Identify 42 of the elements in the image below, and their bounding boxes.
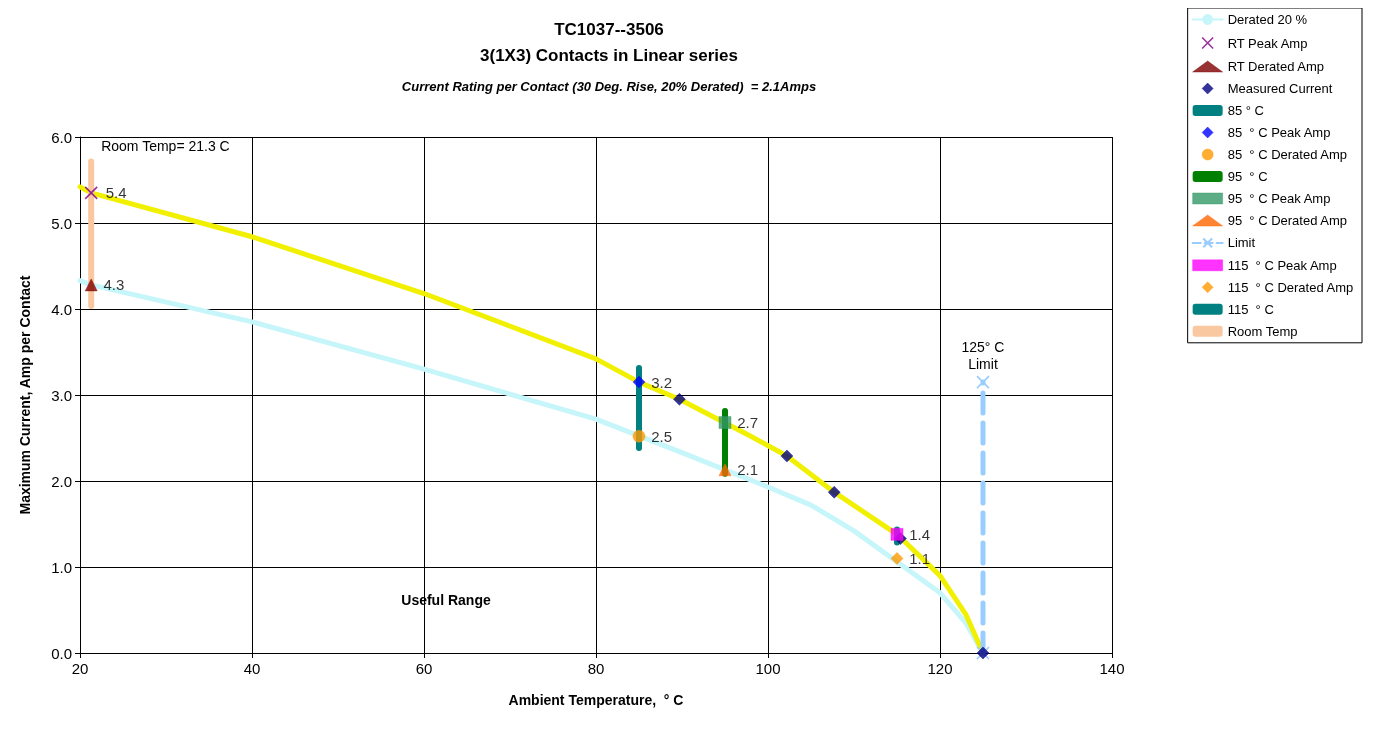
y-tick-label: 0.0 bbox=[51, 644, 72, 662]
x-tick-label: 60 bbox=[415, 660, 433, 677]
legend-label: 115 ° C Derated Amp bbox=[1227, 279, 1354, 295]
legend-label: Derated 20 % bbox=[1227, 12, 1308, 27]
legend-label: 85 ° C Peak Amp bbox=[1227, 125, 1331, 140]
data-label: 3.2 bbox=[651, 373, 673, 391]
x-tick-label: 40 bbox=[243, 660, 261, 677]
legend-label: Measured Current bbox=[1227, 81, 1333, 96]
x-axis-title: Ambient Temperature, ° C bbox=[508, 692, 684, 708]
legend-label: 115 ° C Peak Amp bbox=[1227, 257, 1337, 273]
data-label: 2.5 bbox=[651, 427, 673, 445]
y-tick-label: 2.0 bbox=[51, 472, 72, 490]
data-label: 2.1 bbox=[737, 461, 759, 479]
legend-label: 95 ° C bbox=[1227, 169, 1268, 184]
x-tick-label: 20 bbox=[71, 660, 89, 677]
data-label: 1.4 bbox=[909, 525, 931, 543]
x-tick-label: 100 bbox=[755, 660, 781, 677]
y-tick-label: 5.0 bbox=[51, 214, 72, 232]
legend-label: 85 ° C bbox=[1227, 103, 1264, 118]
data-label: 2.7 bbox=[737, 414, 759, 432]
y-tick-label: 3.0 bbox=[51, 386, 72, 404]
x-tick-label: 120 bbox=[927, 660, 953, 677]
y-tick-label: 1.0 bbox=[51, 558, 72, 576]
chart-subtitle: Current Rating per Contact (30 Deg. Rise, 20% Derated) = 2.1Amps bbox=[401, 79, 817, 94]
y-tick-label: 4.0 bbox=[51, 300, 72, 318]
data-label: 5.4 bbox=[105, 184, 127, 202]
legend-label: RT Peak Amp bbox=[1227, 35, 1308, 51]
legend-label: 115 ° C bbox=[1227, 301, 1274, 317]
annotation: Room Temp= 21.3 C bbox=[101, 138, 230, 154]
y-tick-label: 6.0 bbox=[51, 128, 72, 146]
legend-label: Limit bbox=[1227, 235, 1256, 251]
annotation: 125° C Limit bbox=[961, 338, 1005, 372]
x-tick-label: 140 bbox=[1099, 660, 1125, 677]
data-label: 4.3 bbox=[103, 276, 125, 294]
legend-label: 95 ° C Derated Amp bbox=[1227, 213, 1348, 228]
legend-label: 85 ° C Derated Amp bbox=[1227, 147, 1348, 162]
legend-label: Room Temp bbox=[1227, 323, 1298, 339]
legend-label: 95 ° C Peak Amp bbox=[1227, 191, 1331, 206]
legend-label: RT Derated Amp bbox=[1227, 59, 1325, 74]
y-axis-title: Maximum Current, Amp per Contact bbox=[17, 275, 33, 515]
x-tick-label: 80 bbox=[587, 660, 605, 677]
chart-title: TC1037--3506 3(1X3) Contacts in Linear series bbox=[480, 19, 738, 65]
